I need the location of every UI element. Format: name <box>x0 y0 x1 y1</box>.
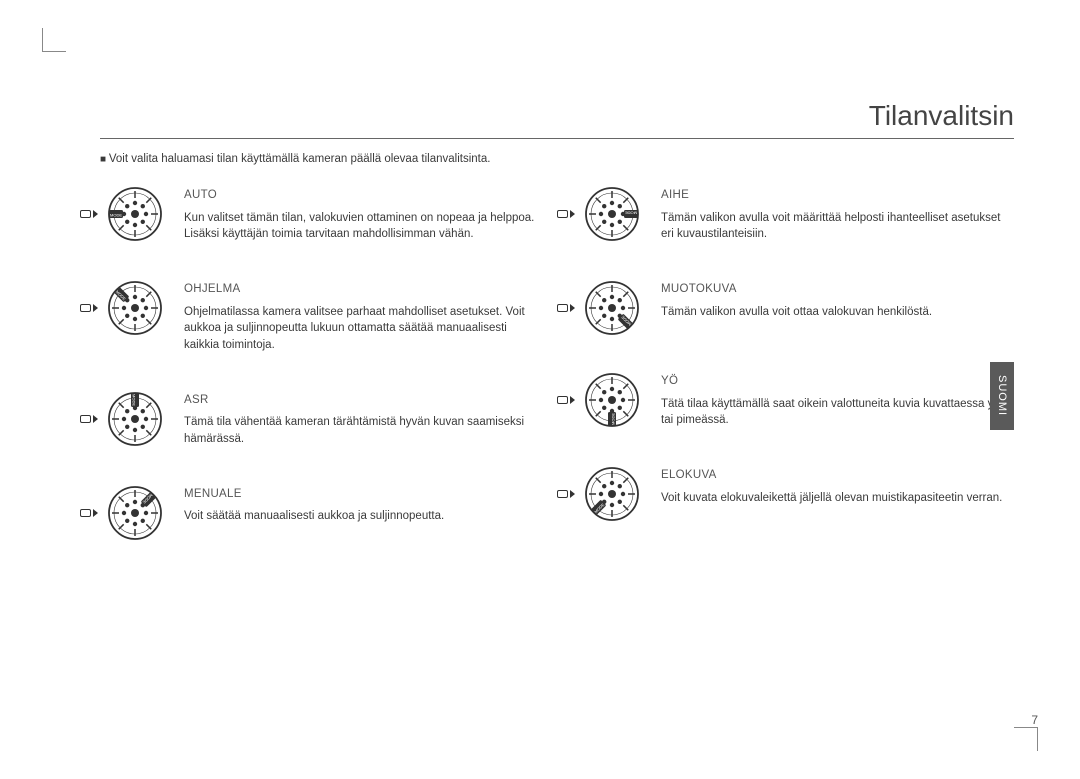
mode-dial-icon: MODE <box>585 187 639 241</box>
page-number: 7 <box>1031 713 1038 727</box>
dial-pointer-icon <box>557 210 575 218</box>
mode-aihe: MODE AIHE Tämän valikon avulla voit määr… <box>577 187 1014 243</box>
svg-text:MODE: MODE <box>132 394 137 406</box>
mode-dial-icon: MODE <box>108 187 162 241</box>
dial-pointer-icon <box>557 490 575 498</box>
dial-wrap: MODE <box>100 187 170 241</box>
mode-body: Tämän valikon avulla voit määrittää help… <box>661 210 1014 243</box>
mode-dial-icon: MODE <box>585 373 639 427</box>
dial-pointer-icon <box>80 210 98 218</box>
mode-label: MUOTOKUVA <box>661 281 1014 298</box>
crop-mark-bottom-right <box>1014 727 1038 751</box>
mode-body: Tämän valikon avulla voit ottaa valokuva… <box>661 304 1014 321</box>
mode-body: Voit kuvata elokuvaleikettä jäljellä ole… <box>661 490 1014 507</box>
mode-text: MUOTOKUVA Tämän valikon avulla voit otta… <box>661 281 1014 320</box>
mode-text: ASR Tämä tila vähentää kameran tärähtämi… <box>184 392 537 448</box>
mode-label: ASR <box>184 392 537 409</box>
mode-text: AUTO Kun valitset tämän tilan, valokuvie… <box>184 187 537 243</box>
dial-pointer-icon <box>80 415 98 423</box>
mode-text: OHJELMA Ohjelmatilassa kamera valitsee p… <box>184 281 537 354</box>
right-column: MODE AIHE Tämän valikon avulla voit määr… <box>577 187 1014 578</box>
language-tab: SUOMI <box>990 362 1014 430</box>
mode-dial-icon: MODE <box>97 270 173 346</box>
mode-dial-icon: MODE <box>574 456 650 532</box>
crop-mark-top-left <box>42 28 66 52</box>
mode-body: Tätä tilaa käyttämällä saat oikein valot… <box>661 396 1014 429</box>
dial-pointer-icon <box>557 304 575 312</box>
dial-wrap: MODE <box>100 486 170 540</box>
mode-grid: MODE AUTO Kun valitset tämän tilan, valo… <box>100 187 1014 578</box>
mode-label: AIHE <box>661 187 1014 204</box>
mode-label: ELOKUVA <box>661 467 1014 484</box>
mode-muotokuva: MODE MUOTOKUVA Tämän valikon avulla voit… <box>577 281 1014 335</box>
page-content: Tilanvalitsin Voit valita haluamasi tila… <box>100 100 1014 578</box>
mode-label: AUTO <box>184 187 537 204</box>
mode-label: OHJELMA <box>184 281 537 298</box>
mode-label: MENUALE <box>184 486 537 503</box>
mode-menuale: MODE MENUALE Voit säätää manuaalisesti a… <box>100 486 537 540</box>
mode-dial-icon: MODE <box>574 270 650 346</box>
dial-wrap: MODE <box>100 281 170 335</box>
dial-wrap: MODE <box>577 281 647 335</box>
dial-wrap: MODE <box>577 187 647 241</box>
mode-elokuva: MODE ELOKUVA Voit kuvata elokuvaleikettä… <box>577 467 1014 521</box>
page-title: Tilanvalitsin <box>100 100 1014 132</box>
mode-auto: MODE AUTO Kun valitset tämän tilan, valo… <box>100 187 537 243</box>
dial-pointer-icon <box>557 396 575 404</box>
dial-wrap: MODE <box>100 392 170 446</box>
mode-label: YÖ <box>661 373 1014 390</box>
mode-dial-icon: MODE <box>108 392 162 446</box>
mode-body: Tämä tila vähentää kameran tärähtämistä … <box>184 414 537 447</box>
mode-ohjelma: MODE OHJELMA Ohjelmatilassa kamera valit… <box>100 281 537 354</box>
mode-asr: MODE ASR Tämä tila vähentää kameran tärä… <box>100 392 537 448</box>
mode-dial-icon: MODE <box>97 475 173 551</box>
mode-text: MENUALE Voit säätää manuaalisesti aukkoa… <box>184 486 537 525</box>
dial-wrap: MODE <box>577 373 647 427</box>
mode-yö: MODE YÖ Tätä tilaa käyttämällä saat oike… <box>577 373 1014 429</box>
mode-body: Kun valitset tämän tilan, valokuvien ott… <box>184 210 537 243</box>
svg-text:MODE: MODE <box>625 211 637 216</box>
mode-text: AIHE Tämän valikon avulla voit määrittää… <box>661 187 1014 243</box>
mode-body: Voit säätää manuaalisesti aukkoa ja sulj… <box>184 508 537 525</box>
svg-text:MODE: MODE <box>110 213 122 218</box>
left-column: MODE AUTO Kun valitset tämän tilan, valo… <box>100 187 537 578</box>
dial-pointer-icon <box>80 304 98 312</box>
svg-text:MODE: MODE <box>611 413 616 425</box>
dial-wrap: MODE <box>577 467 647 521</box>
title-row: Tilanvalitsin <box>100 100 1014 139</box>
mode-text: ELOKUVA Voit kuvata elokuvaleikettä jälj… <box>661 467 1014 506</box>
intro-text: Voit valita haluamasi tilan käyttämällä … <box>100 153 1014 165</box>
mode-body: Ohjelmatilassa kamera valitsee parhaat m… <box>184 304 537 354</box>
dial-pointer-icon <box>80 509 98 517</box>
mode-text: YÖ Tätä tilaa käyttämällä saat oikein va… <box>661 373 1014 429</box>
